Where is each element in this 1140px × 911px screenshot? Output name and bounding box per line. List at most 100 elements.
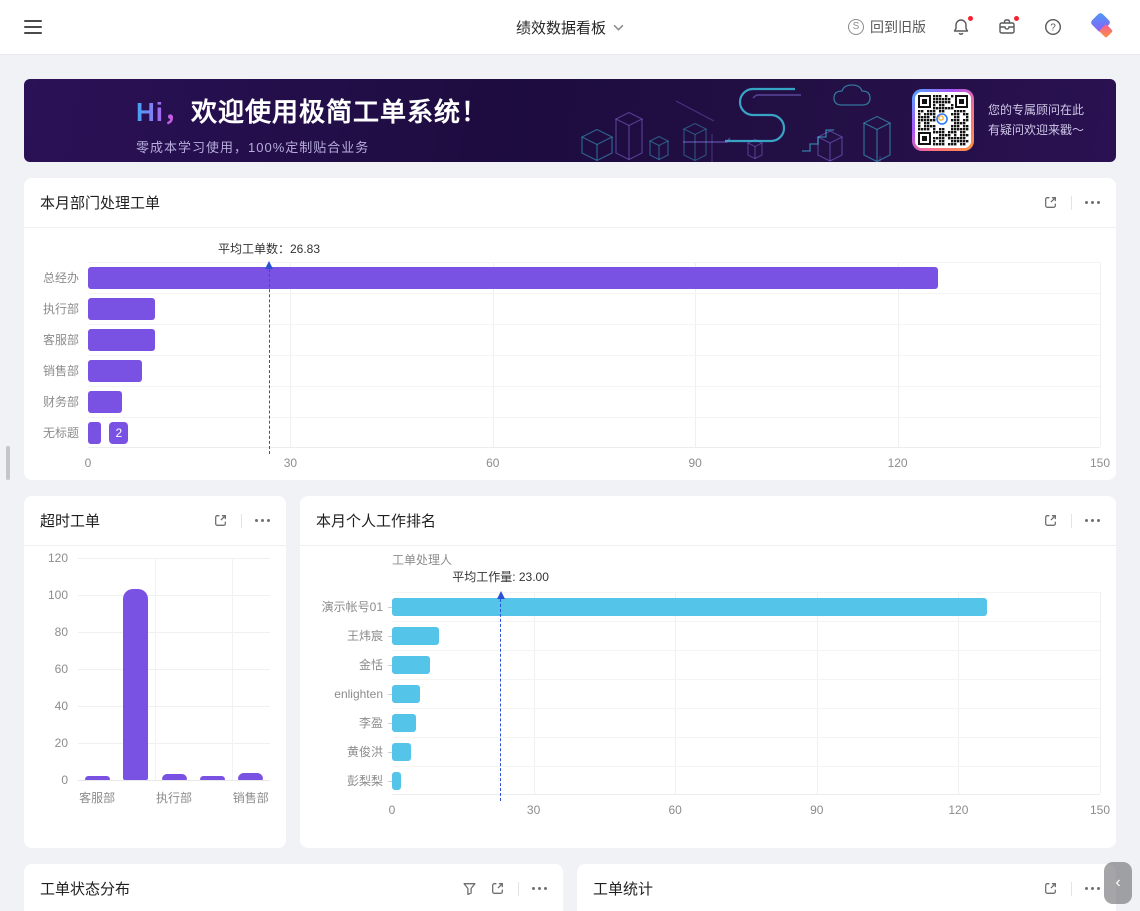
more-dots-icon[interactable]: [255, 515, 270, 526]
bar-王炜宸[interactable]: [392, 626, 440, 645]
y-axis-title: 工单处理人: [392, 553, 453, 567]
bar-enlighten[interactable]: [392, 684, 421, 703]
gridline-vertical: [816, 592, 818, 794]
gridline-horizontal: [78, 558, 270, 559]
notification-bell-icon[interactable]: [950, 15, 974, 38]
y-tick-label: 100: [47, 588, 68, 602]
gridline-horizontal: [88, 417, 1100, 418]
x-tick-label: 150: [1089, 803, 1111, 817]
bar-销售部[interactable]: [88, 359, 142, 382]
average-line-dash: [268, 269, 270, 454]
expand-icon[interactable]: [1043, 195, 1058, 210]
bar-黄俊洪[interactable]: [392, 742, 411, 761]
welcome-banner: Hi，欢迎使用极简工单系统！ 零成本学习使用，100%定制贴合业务 您的专属顾问…: [24, 79, 1116, 162]
bar-5[interactable]: [238, 772, 264, 780]
x-tick-label: 执行部: [155, 791, 193, 805]
gridline-horizontal: [392, 708, 1100, 709]
gridline-vertical: [231, 558, 233, 780]
y-axis-labels: 演示帐号01 王炜宸 金恬 enlighten 李盈 黄俊洪 彭梨梨: [316, 592, 392, 795]
gridline-horizontal: [88, 262, 1100, 263]
category-label: 黄俊洪: [346, 745, 383, 759]
chart-dept-orders: 平均工单数：26.83 总经办 执行部 客服部 销售部 财务部 无标题 2 0 30 60 90 120…: [24, 228, 1116, 474]
message-box-icon[interactable]: [996, 15, 1020, 38]
card-order-stats: 工单统计: [577, 864, 1116, 911]
card-overtime-orders: 超时工单 0 20 40 60 80 100 120 客服部 执行部 销售部: [24, 496, 286, 848]
expand-icon[interactable]: [1043, 513, 1058, 528]
category-label: 执行部: [42, 302, 79, 316]
category-label: 客服部: [42, 333, 79, 347]
category-label: 无标题: [42, 426, 79, 440]
bar-无标题[interactable]: [88, 421, 102, 444]
expand-icon[interactable]: [490, 881, 505, 896]
gridline-vertical: [533, 592, 535, 794]
bar-执行部[interactable]: [88, 297, 156, 320]
x-tick-label: 30: [283, 456, 298, 470]
average-line-dash: [500, 599, 502, 801]
gridline-horizontal: [78, 595, 270, 596]
notification-badge-dot: [967, 15, 974, 22]
x-tick-label: 150: [1089, 456, 1111, 470]
more-dots-icon[interactable]: [1085, 883, 1100, 894]
back-to-old-label: 回到旧版: [870, 19, 926, 35]
card-title-stats: 工单统计: [593, 881, 654, 898]
gridline-horizontal: [88, 355, 1100, 356]
message-badge-dot: [1013, 15, 1020, 22]
bar-李盈[interactable]: [392, 713, 416, 732]
bar-财务部[interactable]: [88, 390, 122, 413]
bar-演示帐号01[interactable]: [392, 597, 987, 616]
card-title-rank: 本月个人工作排名: [316, 513, 437, 530]
banner-title: Hi，欢迎使用极简工单系统！: [136, 92, 488, 129]
chart-overtime-orders: 0 20 40 60 80 100 120 客服部 执行部 销售部: [24, 546, 286, 808]
gridline-vertical: [695, 262, 697, 447]
gridline-vertical: [1100, 592, 1101, 794]
x-axis: 0 30 60 90 120 150: [85, 448, 1110, 474]
average-line-label: 平均工单数：26.83: [217, 242, 321, 256]
bar-客服部[interactable]: [88, 328, 156, 351]
more-dots-icon[interactable]: [1085, 197, 1100, 208]
more-dots-icon[interactable]: [1085, 515, 1100, 526]
more-dots-icon[interactable]: [532, 883, 547, 894]
bar-2[interactable]: [123, 589, 149, 780]
bar-1[interactable]: [84, 776, 110, 780]
gridline-horizontal: [78, 706, 270, 707]
average-line-arrow: [265, 261, 273, 269]
category-label: 彭梨梨: [346, 774, 383, 788]
bar-金恬[interactable]: [392, 655, 430, 674]
scrollbar-thumb[interactable]: [6, 446, 10, 480]
x-tick-label: 120: [887, 456, 908, 470]
page-title: 绩效数据看板: [515, 19, 607, 37]
bar-3[interactable]: [161, 774, 187, 780]
back-to-old-version-link[interactable]: S 回到旧版: [848, 17, 926, 37]
chart-plot-row: 演示帐号01 王炜宸 金恬 enlighten 李盈 黄俊洪 彭梨梨: [316, 591, 1101, 801]
category-label: 销售部: [42, 364, 79, 378]
brand-diamond-logo[interactable]: [1088, 11, 1116, 41]
s-circle-icon: S: [848, 19, 864, 35]
gridline-vertical: [675, 592, 677, 794]
collapse-panel-handle[interactable]: ‹: [1104, 862, 1132, 904]
category-label: 李盈: [358, 716, 383, 730]
dashboard-content: Hi，欢迎使用极简工单系统！ 零成本学习使用，100%定制贴合业务 您的专属顾问…: [0, 55, 1140, 911]
axis-tick: [388, 780, 392, 782]
card-status-distribution: 工单状态分布: [24, 864, 563, 911]
y-tick-label: 0: [61, 773, 68, 787]
hamburger-menu-icon[interactable]: [24, 20, 42, 34]
bar-4[interactable]: [199, 776, 225, 780]
qr-code: [911, 89, 974, 151]
chart-plot-row: 总经办 执行部 客服部 销售部 财务部 无标题 2: [40, 261, 1101, 454]
bar-彭梨梨[interactable]: [392, 771, 402, 790]
y-tick-label: 40: [54, 699, 68, 713]
gridline-horizontal: [78, 743, 270, 744]
chart-header-area: 平均工单数：26.83: [88, 232, 1100, 262]
dashboard-title-dropdown[interactable]: 绩效数据看板: [516, 17, 624, 38]
filter-funnel-icon[interactable]: [462, 881, 477, 896]
plot-area: 2: [88, 261, 1101, 454]
gridline-vertical: [154, 558, 156, 780]
expand-icon[interactable]: [213, 513, 228, 528]
x-tick-label: 90: [688, 456, 702, 470]
average-line-label: 平均工作量: 23.00: [452, 570, 549, 584]
expand-icon[interactable]: [1043, 881, 1058, 896]
axis-tick: [388, 635, 392, 637]
bar-总经办[interactable]: [88, 266, 939, 289]
question-circle-icon[interactable]: ?: [1042, 16, 1064, 38]
category-label: 财务部: [42, 395, 79, 409]
